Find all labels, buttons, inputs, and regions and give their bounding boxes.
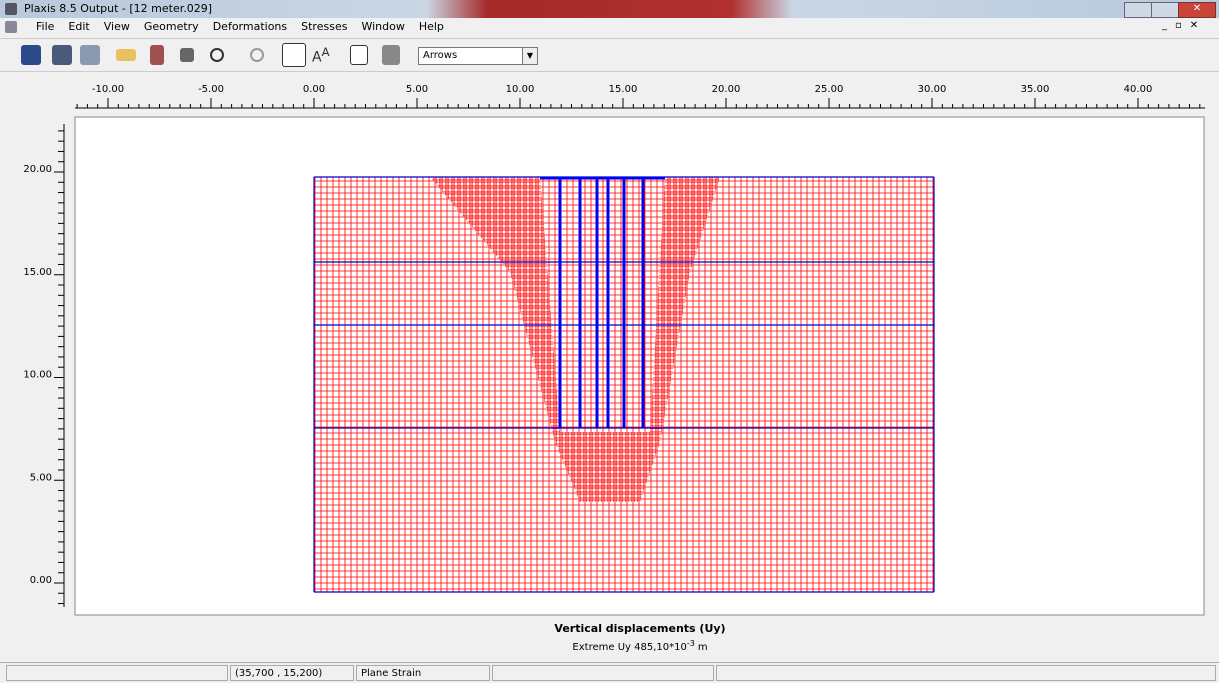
status-bar: (35,700 , 15,200) Plane Strain (0, 662, 1219, 683)
toolbar: AA Arrows ▼ (0, 38, 1219, 72)
caption-title: Vertical displacements (Uy) (554, 622, 725, 635)
x-ruler-label: 30.00 (918, 84, 947, 95)
y-ruler-label: 5.00 (30, 472, 52, 483)
extreme-unit: m (698, 642, 708, 653)
x-ruler-label: 20.00 (712, 84, 741, 95)
menu-item[interactable]: Help (419, 20, 444, 33)
tool-button[interactable] (21, 45, 41, 65)
tool-button[interactable] (282, 43, 306, 67)
minimize-button[interactable] (1124, 2, 1152, 18)
window-title: Plaxis 8.5 Output - [12 meter.029] (24, 2, 212, 15)
status-pane (6, 665, 228, 681)
status-pane (492, 665, 714, 681)
y-ruler-label: 10.00 (23, 370, 52, 381)
menu-item[interactable]: Geometry (144, 20, 199, 33)
plaxis-output-window: Plaxis 8.5 Output - [12 meter.029] ✕ Fil… (0, 0, 1219, 682)
x-ruler-label: -5.00 (198, 84, 224, 95)
x-ruler-label: 0.00 (303, 84, 325, 95)
title-bar: Plaxis 8.5 Output - [12 meter.029] ✕ (0, 0, 1219, 18)
menu-item[interactable]: Edit (68, 20, 89, 33)
y-ruler: 20.00 15.00 10.00 5.00 0.00 (23, 124, 64, 607)
menu-item[interactable]: Deformations (213, 20, 287, 33)
menu-item[interactable]: File (36, 20, 54, 33)
x-ruler-label: 25.00 (815, 84, 844, 95)
mdi-controls[interactable]: _▫✕ (1162, 20, 1216, 34)
zoom-out-button[interactable] (250, 48, 264, 62)
doc-icon (5, 21, 17, 33)
menu-item[interactable]: Stresses (301, 20, 347, 33)
y-ruler-label: 15.00 (23, 267, 52, 278)
tool-button[interactable] (80, 45, 100, 65)
status-coordinates: (35,700 , 15,200) (230, 665, 354, 681)
open-button[interactable] (116, 49, 136, 61)
x-ruler-label: 10.00 (506, 84, 535, 95)
table-button[interactable] (350, 45, 368, 65)
tool-button[interactable] (382, 45, 400, 65)
plot-area: 20.00 15.00 10.00 5.00 0.00 Vertical displac… (0, 112, 1219, 660)
dropdown-arrow[interactable]: ▼ (522, 48, 537, 64)
status-mode: Plane Strain (356, 665, 490, 681)
x-ruler-label: -10.00 (92, 84, 124, 95)
print-button[interactable] (180, 48, 194, 62)
y-ruler-label: 0.00 (30, 575, 52, 586)
tool-button[interactable] (150, 45, 164, 65)
text-tool-button[interactable]: AA (312, 45, 332, 65)
x-ruler: -10.00 -5.00 0.00 5.00 10.00 15.00 20.00 25.00 3… (0, 72, 1219, 112)
close-button[interactable]: ✕ (1178, 2, 1216, 18)
x-ruler-label: 35.00 (1021, 84, 1050, 95)
view-dropdown[interactable]: Arrows ▼ (418, 47, 538, 65)
restore-button[interactable] (1151, 2, 1179, 18)
x-ruler-label: 15.00 (609, 84, 638, 95)
x-ruler-label: 5.00 (406, 84, 428, 95)
tool-button[interactable] (52, 45, 72, 65)
x-ruler-label: 40.00 (1124, 84, 1153, 95)
menu-item[interactable]: View (104, 20, 130, 33)
menu-item[interactable]: Window (361, 20, 404, 33)
menu-items: File Edit View Geometry Deformations Stresses… (36, 20, 458, 33)
y-ruler-label: 20.00 (23, 164, 52, 175)
dropdown-value: Arrows (423, 50, 457, 61)
menu-bar: File Edit View Geometry Deformations Stresses… (0, 18, 1219, 36)
status-pane (716, 665, 1216, 681)
extreme-exponent: -3 (687, 639, 695, 648)
app-icon (5, 3, 17, 15)
zoom-in-button[interactable] (210, 48, 224, 62)
extreme-text: Extreme Uy 485,10*10 (572, 642, 686, 653)
